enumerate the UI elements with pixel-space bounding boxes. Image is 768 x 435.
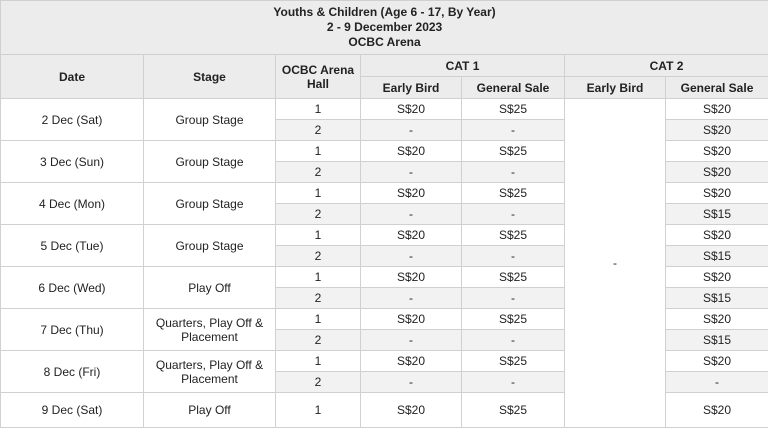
title-line-1: Youths & Children (Age 6 - 17, By Year) <box>273 5 496 19</box>
date-cell: 4 Dec (Mon) <box>0 182 144 225</box>
hall-cell: 1 <box>275 182 361 204</box>
date-cell: 6 Dec (Wed) <box>0 266 144 309</box>
stage-cell: Play Off <box>143 392 276 428</box>
cat2-general-sale-cell: S$15 <box>664 245 768 267</box>
cat1-general-sale-cell: S$25 <box>461 182 565 204</box>
stage-cell: Quarters, Play Off & Placement <box>143 350 276 393</box>
cat1-early-bird-cell: - <box>360 245 462 267</box>
table-row: 7 Dec (Thu) Quarters, Play Off & Placemen… <box>0 308 768 351</box>
table-row: 5 Dec (Tue) Group Stage 1 S$20 S$25 S$20 <box>0 224 768 267</box>
stage-cell: Play Off <box>143 266 276 309</box>
header-stage: Stage <box>143 54 276 99</box>
hall-cell: 2 <box>275 245 361 267</box>
cat2-general-sale-cell: S$20 <box>664 98 768 120</box>
header-cat1-general-sale: General Sale <box>461 76 565 99</box>
header-hall: OCBC Arena Hall <box>275 54 361 99</box>
cat1-general-sale-cell: - <box>461 245 565 267</box>
cat1-early-bird-cell: S$20 <box>360 392 462 428</box>
cat2-general-sale-cell: S$15 <box>664 203 768 225</box>
date-cell: 5 Dec (Tue) <box>0 224 144 267</box>
cat2-general-sale-cell: S$20 <box>664 350 768 372</box>
table-row: 3 Dec (Sun) Group Stage 1 S$20 S$25 S$20 <box>0 140 768 183</box>
table-row: 9 Dec (Sat) Play Off 1 S$20 S$25 S$20 <box>0 392 768 428</box>
cat1-general-sale-cell: S$25 <box>461 392 565 428</box>
header-cat1-early-bird: Early Bird <box>360 76 462 99</box>
cat2-general-sale-cell: - <box>664 371 768 393</box>
cat2-general-sale-cell: S$20 <box>664 392 768 428</box>
cat1-early-bird-cell: S$20 <box>360 140 462 162</box>
hall-cell: 2 <box>275 287 361 309</box>
cat1-general-sale-cell: - <box>461 119 565 141</box>
stage-cell: Group Stage <box>143 224 276 267</box>
header-cat1: CAT 1 <box>360 54 565 77</box>
hall-cell: 1 <box>275 98 361 120</box>
date-cell: 8 Dec (Fri) <box>0 350 144 393</box>
cat1-general-sale-cell: - <box>461 371 565 393</box>
hall-cell: 1 <box>275 392 361 428</box>
cat1-early-bird-cell: S$20 <box>360 224 462 246</box>
cat1-general-sale-cell: - <box>461 203 565 225</box>
hall-cell: 2 <box>275 203 361 225</box>
cat1-general-sale-cell: S$25 <box>461 140 565 162</box>
stage-cell: Group Stage <box>143 98 276 141</box>
title-line-3: OCBC Arena <box>348 35 421 49</box>
cat1-early-bird-cell: S$20 <box>360 182 462 204</box>
cat1-early-bird-cell: - <box>360 371 462 393</box>
title-line-2: 2 - 9 December 2023 <box>326 20 443 34</box>
hall-cell: 2 <box>275 371 361 393</box>
cat1-general-sale-cell: - <box>461 329 565 351</box>
cat2-general-sale-cell: S$20 <box>664 119 768 141</box>
date-cell: 7 Dec (Thu) <box>0 308 144 351</box>
cat1-early-bird-cell: - <box>360 161 462 183</box>
cat1-early-bird-cell: - <box>360 119 462 141</box>
hall-cell: 1 <box>275 140 361 162</box>
header-date: Date <box>0 54 144 99</box>
cat2-general-sale-cell: S$20 <box>664 266 768 288</box>
cat1-general-sale-cell: S$25 <box>461 350 565 372</box>
cat2-general-sale-cell: S$20 <box>664 224 768 246</box>
hall-cell: 2 <box>275 329 361 351</box>
stage-cell: Group Stage <box>143 140 276 183</box>
date-cell: 2 Dec (Sat) <box>0 98 144 141</box>
header-cat2-general-sale: General Sale <box>664 76 768 99</box>
date-cell: 9 Dec (Sat) <box>0 392 144 428</box>
cat1-early-bird-cell: - <box>360 287 462 309</box>
cat2-general-sale-cell: S$20 <box>664 182 768 204</box>
cat1-early-bird-cell: S$20 <box>360 350 462 372</box>
hall-cell: 2 <box>275 119 361 141</box>
stage-cell: Group Stage <box>143 182 276 225</box>
header-cat2-early-bird: Early Bird <box>564 76 666 99</box>
cat1-general-sale-cell: S$25 <box>461 98 565 120</box>
hall-cell: 2 <box>275 161 361 183</box>
cat1-early-bird-cell: S$20 <box>360 98 462 120</box>
hall-cell: 1 <box>275 308 361 330</box>
hall-cell: 1 <box>275 224 361 246</box>
header-cat2: CAT 2 <box>563 54 768 77</box>
cat1-general-sale-cell: - <box>461 287 565 309</box>
cat2-early-bird-cell: - <box>564 98 666 428</box>
cat1-general-sale-cell: S$25 <box>461 224 565 246</box>
cat1-general-sale-cell: S$25 <box>461 266 565 288</box>
cat1-early-bird-cell: S$20 <box>360 266 462 288</box>
hall-cell: 1 <box>275 350 361 372</box>
hall-cell: 1 <box>275 266 361 288</box>
cat2-general-sale-cell: S$20 <box>664 308 768 330</box>
date-cell: 3 Dec (Sun) <box>0 140 144 183</box>
cat2-general-sale-cell: S$15 <box>664 329 768 351</box>
table-title: Youths & Children (Age 6 - 17, By Year) … <box>0 0 768 55</box>
cat2-general-sale-cell: S$20 <box>664 161 768 183</box>
cat1-early-bird-cell: S$20 <box>360 308 462 330</box>
table-row: 6 Dec (Wed) Play Off 1 S$20 S$25 S$20 <box>0 266 768 309</box>
cat1-early-bird-cell: - <box>360 203 462 225</box>
cat2-general-sale-cell: S$20 <box>664 140 768 162</box>
cat1-early-bird-cell: - <box>360 329 462 351</box>
table-row: 2 Dec (Sat) Group Stage 1 S$20 S$25- S$20 <box>0 98 768 428</box>
cat1-general-sale-cell: S$25 <box>461 308 565 330</box>
cat1-general-sale-cell: - <box>461 161 565 183</box>
cat2-general-sale-cell: S$15 <box>664 287 768 309</box>
stage-cell: Quarters, Play Off & Placement <box>143 308 276 351</box>
